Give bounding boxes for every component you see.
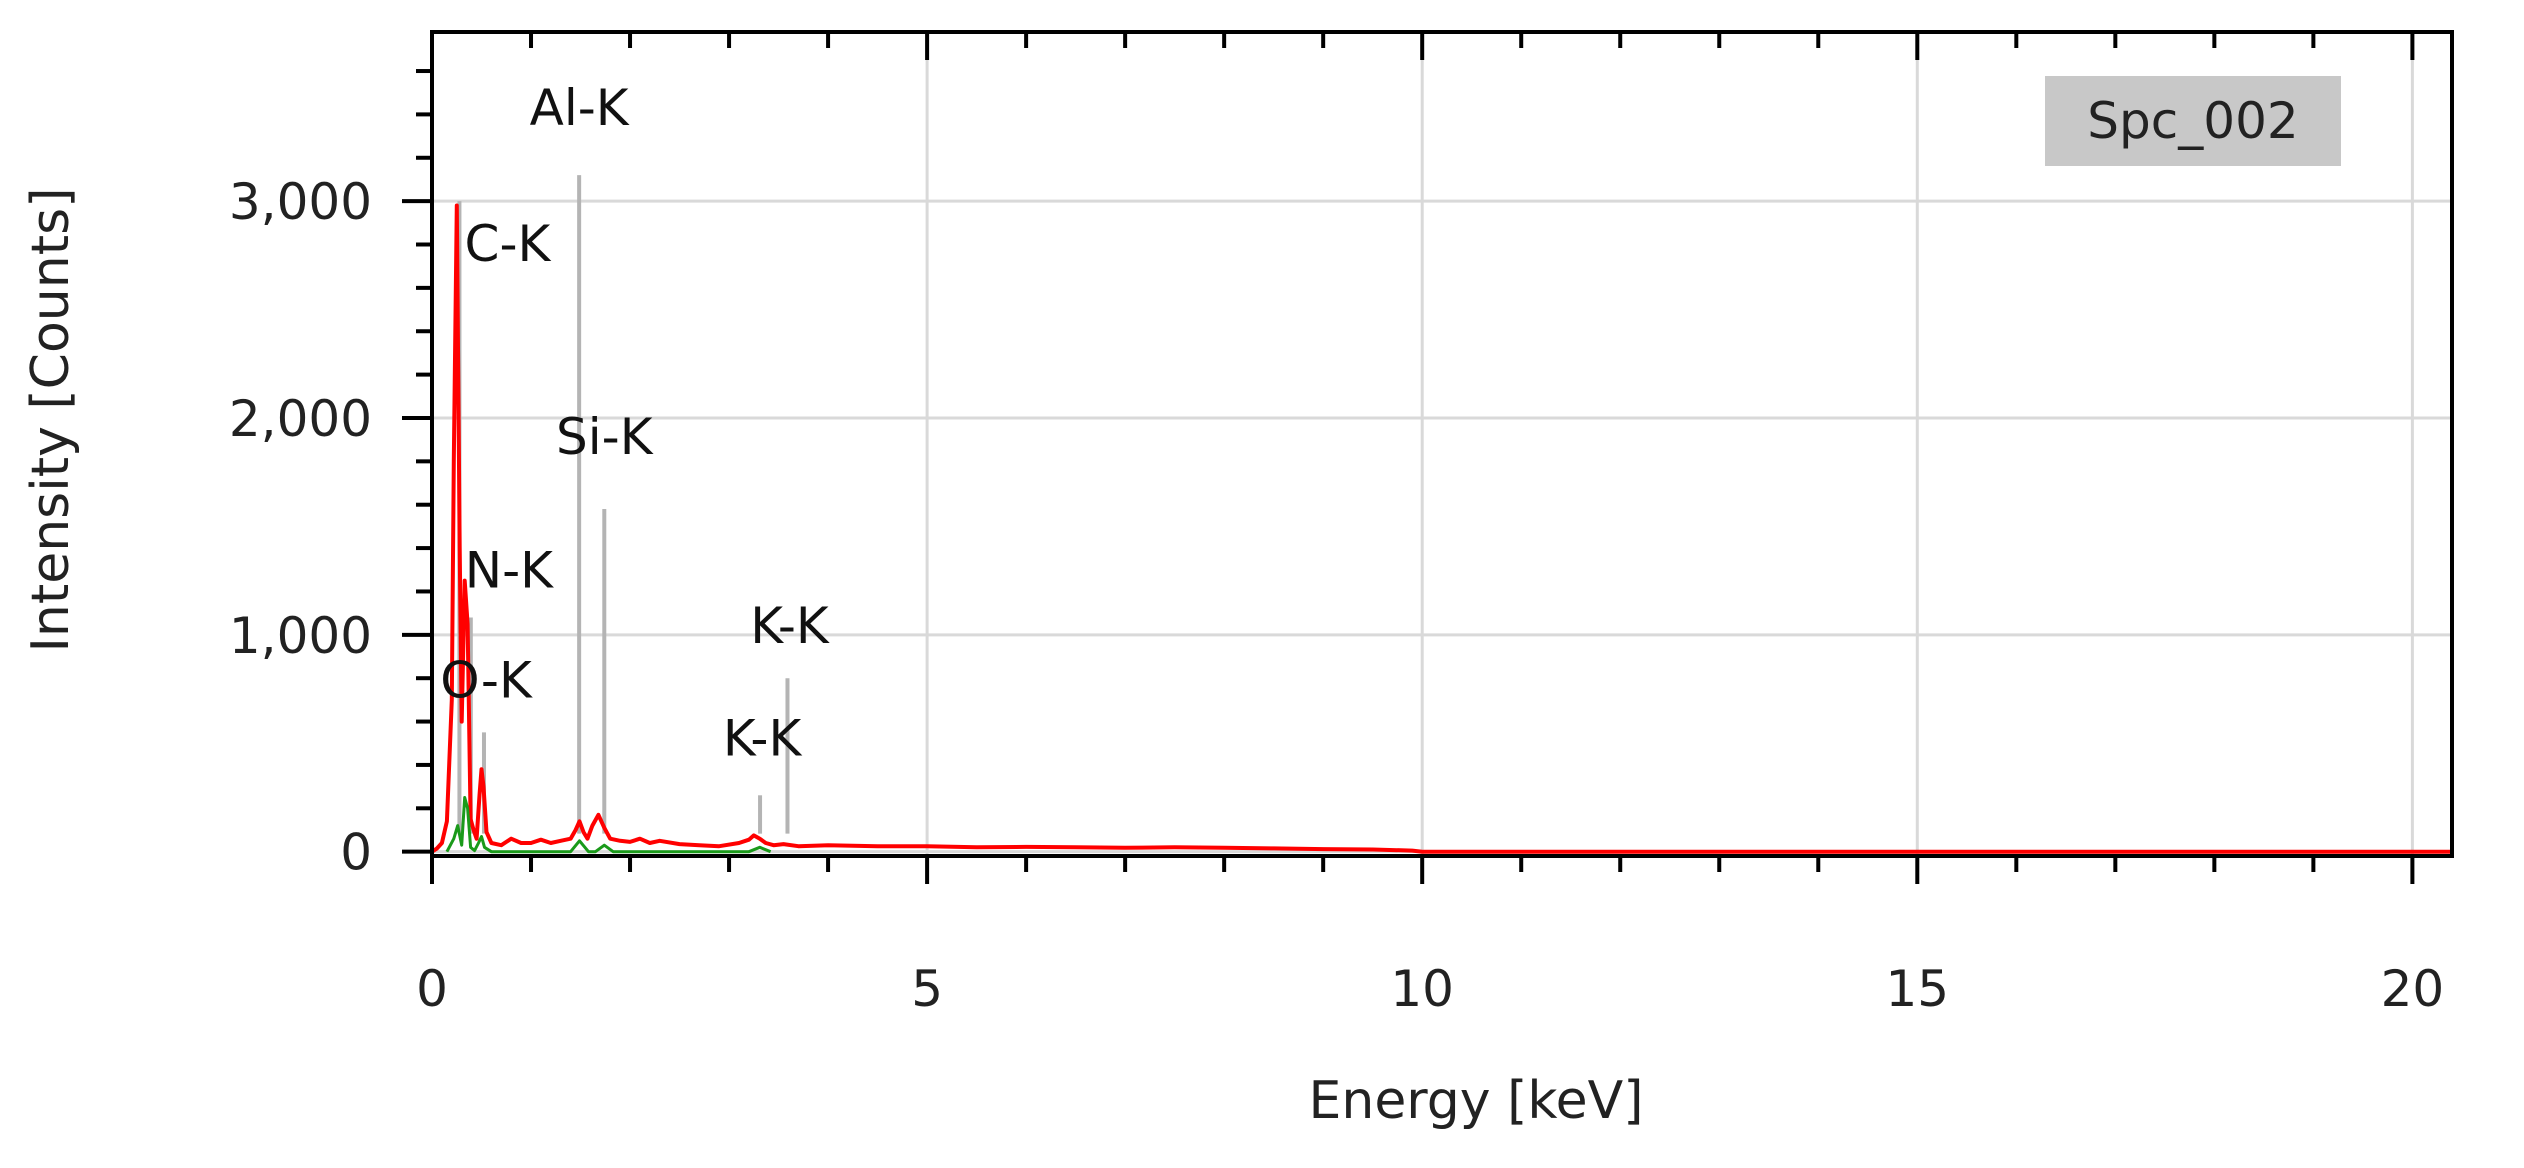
peak-labels: C-K N-K O-K Al-K Si-K K-K K-K [440,79,830,767]
y-axis-title: Intensity [Counts] [21,188,81,653]
x-tick-label: 0 [416,960,448,1018]
legend-box [2045,76,2341,166]
peak-label: N-K [465,541,554,599]
x-tick-label: 10 [1390,960,1454,1018]
peak-label: C-K [465,215,552,273]
spectrum-line [430,203,2452,854]
x-tick-label: 5 [911,960,943,1018]
peak-label: Si-K [556,408,654,466]
y-tick-label: 0 [340,824,372,882]
y-tick-label: 1,000 [229,607,372,665]
y-tick-label: 2,000 [229,390,372,448]
x-axis-title: Energy [keV] [1309,1071,1644,1131]
fit-line [445,796,772,854]
y-tick-label: 3,000 [229,173,372,231]
peak-label: K-K [723,709,803,767]
spectrum-series [430,203,2452,854]
peak-label: Al-K [530,79,630,137]
peak-label: O-K [440,651,533,709]
y-axis-ticks: 0 1,000 2,000 3,000 [229,69,432,882]
legend: Spc_002 [2045,76,2341,166]
peak-label: K-K [750,597,830,655]
x-tick-label: 15 [1885,960,1949,1018]
x-axis-ticks: 0 5 10 15 20 [416,32,2444,1018]
legend-label: Spc_002 [2087,92,2298,150]
x-tick-label: 20 [2381,960,2445,1018]
plot-frame [430,30,2454,858]
